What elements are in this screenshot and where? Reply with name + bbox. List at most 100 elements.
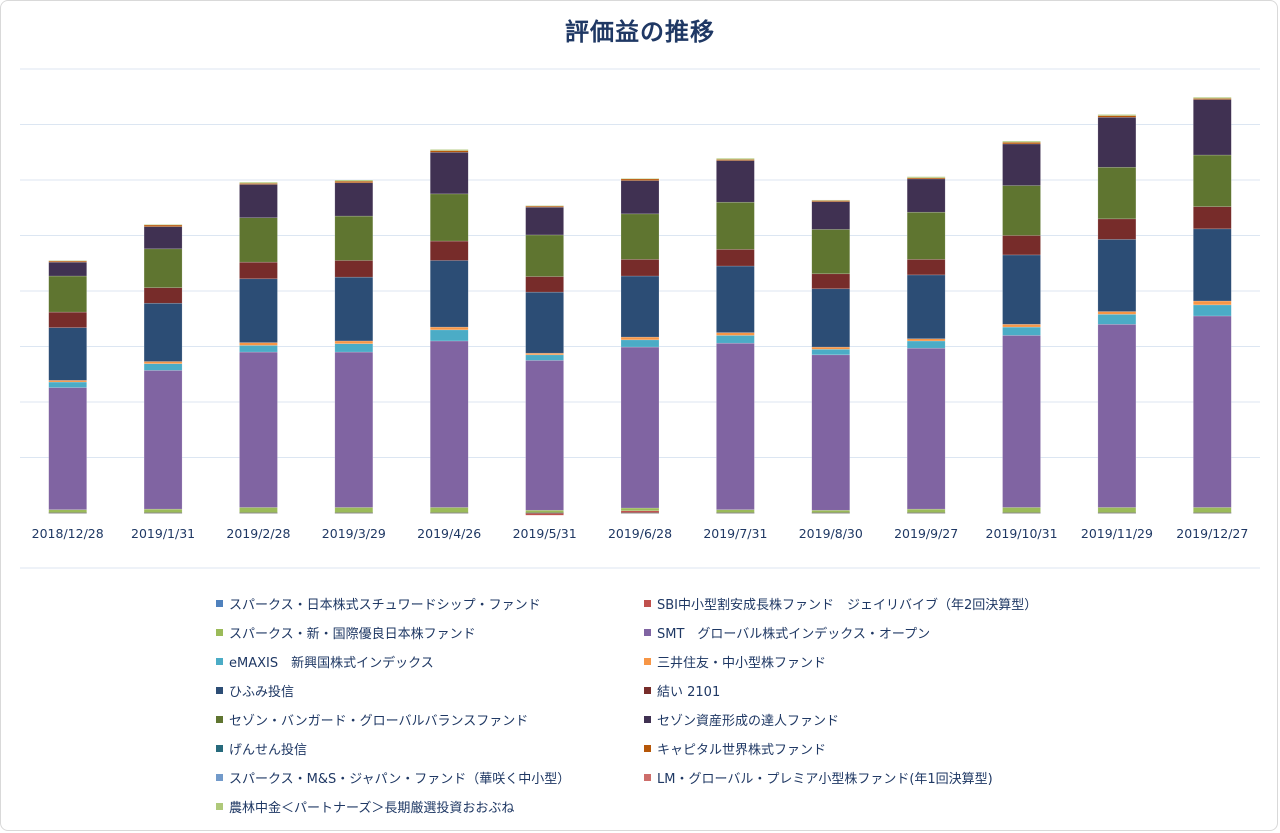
bar-segment (620, 213, 660, 260)
x-tick-label: 2019/4/26 (417, 526, 481, 541)
chart-title: 評価益の推移 (565, 18, 715, 46)
bar-segment (239, 184, 278, 218)
bar-segment (143, 370, 183, 510)
x-tick-label: 2019/11/29 (1081, 526, 1153, 541)
bar-segment (429, 149, 469, 151)
bar-segment (1193, 304, 1232, 317)
bar-segment (143, 226, 183, 250)
bar-segment (143, 363, 183, 371)
legend-item: 農林中金＜パートナーズ＞長期厳選投資おおぶね (216, 797, 514, 816)
bar-segment (906, 347, 946, 510)
bar-segment (239, 278, 278, 343)
bar-segment (334, 276, 374, 342)
legend-swatch (644, 658, 651, 665)
bar-segment (906, 176, 946, 179)
bar-segment (48, 327, 87, 381)
bar-segment (1002, 143, 1041, 186)
bar-segment (143, 248, 183, 288)
x-tick-label: 2019/8/30 (799, 526, 863, 541)
bar-segment (1002, 254, 1041, 325)
bar-segment (1193, 154, 1232, 207)
bar-segment (906, 178, 946, 213)
legend-item: セゾン資産形成の達人ファンド (644, 710, 839, 729)
legend-label: げんせん投信 (229, 743, 308, 758)
x-tick-label: 2019/10/31 (986, 526, 1058, 541)
bar-segment (620, 259, 660, 277)
legend-swatch (216, 745, 223, 752)
legend-swatch (644, 629, 651, 636)
bar-segment (716, 158, 755, 160)
bar-segment (525, 205, 564, 207)
bar-segment (525, 205, 564, 208)
bar-segment (811, 288, 851, 348)
legend-swatch (644, 745, 651, 752)
legend-item: スパークス・M&S・ジャパン・ファンド（華咲く中小型） (216, 768, 570, 787)
bar-segment (1193, 97, 1232, 99)
bar-segment (48, 387, 87, 510)
bar-segment (429, 326, 469, 331)
bar-segment (239, 345, 278, 353)
bar-segment (429, 260, 469, 328)
bar-segment (48, 381, 87, 388)
legend-label: LM・グローバル・プレミア小型株ファンド(年1回決算型) (657, 772, 993, 787)
bar-segment (811, 229, 851, 275)
bar-segment (811, 354, 851, 511)
bar-segment (143, 224, 183, 226)
legend-label: 結い 2101 (657, 685, 721, 700)
legend-item: SBI中小型割安成長株ファンド ジェイリバイブ（年2回決算型） (644, 594, 1037, 613)
x-tick-label: 2019/12/27 (1176, 526, 1248, 541)
legend-label: セゾン資産形成の達人ファンド (657, 714, 840, 729)
bar-segment (334, 351, 374, 508)
bar-segment (143, 287, 183, 304)
bar-segment (811, 201, 851, 230)
legend-item: SMT グローバル株式インデックス・オープン (644, 623, 930, 642)
bar-segment (1002, 324, 1041, 328)
bar-segment (429, 507, 469, 514)
x-tick-label: 2019/9/27 (894, 526, 958, 541)
legend-label: eMAXIS 新興国株式インデックス (229, 656, 434, 671)
bar-segment (1097, 114, 1137, 116)
x-tick-label: 2019/2/28 (226, 526, 290, 541)
legend-swatch (216, 629, 223, 636)
legend-item: げんせん投信 (216, 739, 307, 758)
bar-segment (716, 342, 755, 510)
bar-segment (525, 360, 564, 511)
bar-segment (48, 311, 87, 328)
legend-item: eMAXIS 新興国株式インデックス (216, 652, 434, 671)
bar-segment (811, 273, 851, 290)
bar-segment (525, 206, 564, 236)
bar-segment (716, 249, 755, 267)
legend-label: SBI中小型割安成長株ファンド ジェイリバイブ（年2回決算型） (657, 598, 1038, 613)
bar-segment (143, 361, 183, 364)
bar-segment (239, 217, 278, 263)
bar-segment (429, 329, 469, 342)
bar-segment (620, 346, 660, 509)
bar-segment (811, 346, 851, 350)
x-tick-label: 2019/3/29 (322, 526, 386, 541)
bar-segment (334, 179, 374, 182)
bar-segment (429, 152, 469, 195)
bar-segment (334, 182, 374, 217)
bar-segment (48, 260, 87, 262)
bar-segment (429, 240, 469, 261)
bar-segment (716, 335, 755, 344)
plot-area: 2018/12/28 2019/1/31 2019/2/28 2019/3/29 201… (20, 68, 1260, 569)
legend-item: 三井住友・中小型株ファンド (644, 652, 826, 671)
bar-segment (334, 507, 374, 514)
legend-swatch (216, 687, 223, 694)
bar-segment (716, 201, 755, 250)
bar-segment (334, 340, 374, 344)
bar-segment (525, 352, 564, 356)
legend-swatch (644, 600, 651, 607)
bar-segment (525, 354, 564, 361)
legend-swatch (644, 687, 651, 694)
bar-segment (1097, 239, 1137, 312)
bar-segment (1193, 300, 1232, 306)
bar-segment (811, 200, 851, 202)
legend-label: 三井住友・中小型株ファンド (657, 656, 827, 671)
bar-segment (1193, 99, 1232, 156)
legend-swatch (216, 716, 223, 723)
bar-segment (1002, 185, 1041, 236)
bar-segment (1097, 507, 1137, 514)
bar-segment (1097, 117, 1137, 168)
